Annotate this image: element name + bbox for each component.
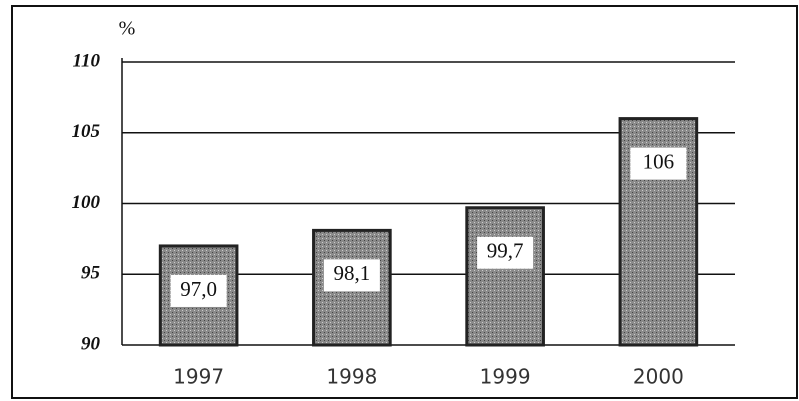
x-tick-label: 1999 bbox=[480, 365, 531, 389]
bar bbox=[465, 206, 545, 347]
value-label: 99,7 bbox=[487, 239, 524, 263]
value-label-box bbox=[630, 147, 687, 180]
x-tick-label: 1998 bbox=[326, 365, 377, 389]
value-label-box bbox=[477, 236, 534, 269]
y-tick-label: 105 bbox=[72, 121, 101, 142]
y-tick-label: 100 bbox=[72, 192, 101, 213]
value-label: 97,0 bbox=[180, 277, 217, 301]
y-tick-label: 95 bbox=[81, 263, 101, 284]
x-tick-label: 2000 bbox=[633, 365, 684, 389]
value-label-box bbox=[323, 259, 380, 292]
value-label: 98,1 bbox=[334, 261, 371, 285]
y-axis-label: % bbox=[119, 18, 136, 40]
frame bbox=[11, 5, 798, 399]
value-label: 106 bbox=[643, 149, 675, 173]
y-tick-label: 90 bbox=[81, 333, 101, 354]
x-tick-label: 1997 bbox=[173, 365, 224, 389]
y-tick-label: 110 bbox=[73, 50, 101, 71]
value-label-box bbox=[170, 274, 227, 307]
